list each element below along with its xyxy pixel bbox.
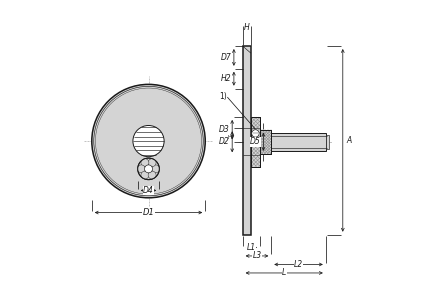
Bar [251,117,260,167]
Circle shape [92,84,205,198]
Circle shape [141,171,149,179]
Circle shape [148,159,156,167]
Text: H: H [244,23,250,32]
Circle shape [252,130,259,137]
Text: D2: D2 [219,137,230,146]
Text: L: L [282,268,286,278]
Text: L1: L1 [247,243,256,252]
Text: L2: L2 [294,260,303,269]
Circle shape [145,165,153,173]
Circle shape [145,165,153,173]
Circle shape [152,165,160,173]
Text: D4: D4 [143,186,154,195]
Circle shape [137,165,145,173]
Circle shape [133,125,164,157]
Bar [260,130,271,154]
Bar [260,130,271,154]
Text: D5: D5 [250,137,261,146]
Circle shape [148,171,156,179]
Bar [243,46,251,235]
Text: H7: H7 [228,135,235,140]
Text: D3: D3 [219,125,230,134]
Text: 1): 1) [219,92,227,101]
Text: A: A [347,136,352,145]
Text: D7: D7 [221,53,232,62]
Bar [271,133,326,151]
Text: H2: H2 [221,74,232,83]
Circle shape [141,159,149,167]
Bar [251,117,260,167]
Text: L3: L3 [252,251,262,260]
Bar [326,135,330,149]
Text: D1: D1 [143,208,154,217]
Circle shape [138,158,159,180]
